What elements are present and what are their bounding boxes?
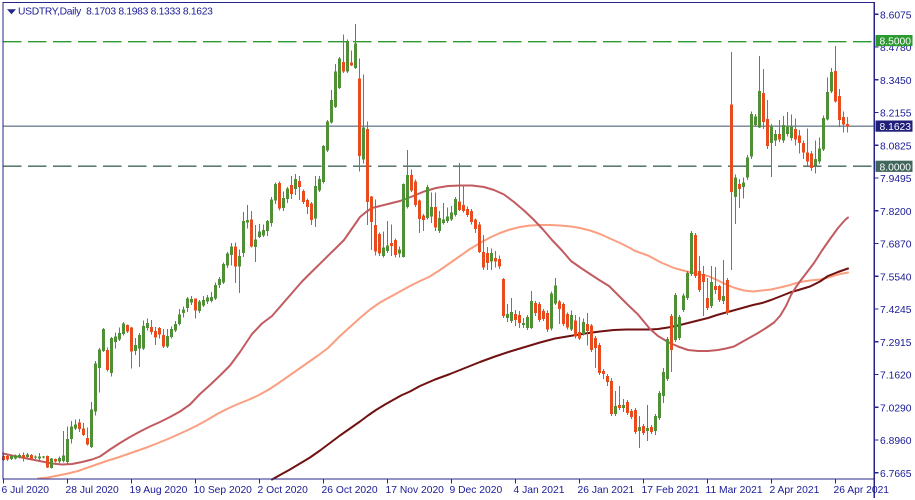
svg-text:2 Apr 2021: 2 Apr 2021 [770, 485, 820, 496]
svg-text:6.7665: 6.7665 [880, 469, 912, 480]
svg-text:26 Apr 2021: 26 Apr 2021 [834, 485, 890, 496]
svg-text:8.6075: 8.6075 [880, 10, 912, 21]
svg-text:7.5540: 7.5540 [880, 272, 912, 283]
svg-text:USDTRY,Daily 8.1703 8.1983 8.: USDTRY,Daily 8.1703 8.1983 8.1333 8.1623 [18, 6, 213, 17]
svg-text:8.0825: 8.0825 [880, 141, 912, 152]
svg-text:7.9495: 7.9495 [880, 174, 912, 185]
svg-text:28 Jul 2020: 28 Jul 2020 [66, 485, 120, 496]
svg-text:8.2155: 8.2155 [880, 109, 912, 120]
svg-text:17 Nov 2020: 17 Nov 2020 [386, 485, 445, 496]
svg-text:6 Jul 2020: 6 Jul 2020 [2, 485, 50, 496]
svg-text:11 Mar 2021: 11 Mar 2021 [706, 485, 763, 496]
svg-text:7.0290: 7.0290 [880, 403, 912, 414]
svg-text:8.5000: 8.5000 [880, 37, 912, 48]
svg-text:8.1623: 8.1623 [880, 122, 912, 133]
svg-text:9 Dec 2020: 9 Dec 2020 [450, 485, 503, 496]
svg-text:7.2915: 7.2915 [880, 338, 912, 349]
svg-text:7.4245: 7.4245 [880, 305, 912, 316]
svg-text:6.8960: 6.8960 [880, 436, 912, 447]
svg-text:10 Sep 2020: 10 Sep 2020 [194, 485, 253, 496]
svg-text:7.8200: 7.8200 [880, 207, 912, 218]
svg-text:8.4780: 8.4780 [880, 43, 912, 54]
svg-text:2 Oct 2020: 2 Oct 2020 [258, 485, 309, 496]
svg-text:26 Oct 2020: 26 Oct 2020 [322, 485, 378, 496]
svg-text:8.0000: 8.0000 [880, 162, 912, 173]
svg-text:4 Jan 2021: 4 Jan 2021 [514, 485, 565, 496]
svg-text:8.3450: 8.3450 [880, 76, 912, 87]
svg-text:7.1620: 7.1620 [880, 371, 912, 382]
svg-text:17 Feb 2021: 17 Feb 2021 [642, 485, 700, 496]
svg-text:19 Aug 2020: 19 Aug 2020 [130, 485, 188, 496]
svg-text:7.6870: 7.6870 [880, 240, 912, 251]
svg-text:26 Jan 2021: 26 Jan 2021 [578, 485, 635, 496]
